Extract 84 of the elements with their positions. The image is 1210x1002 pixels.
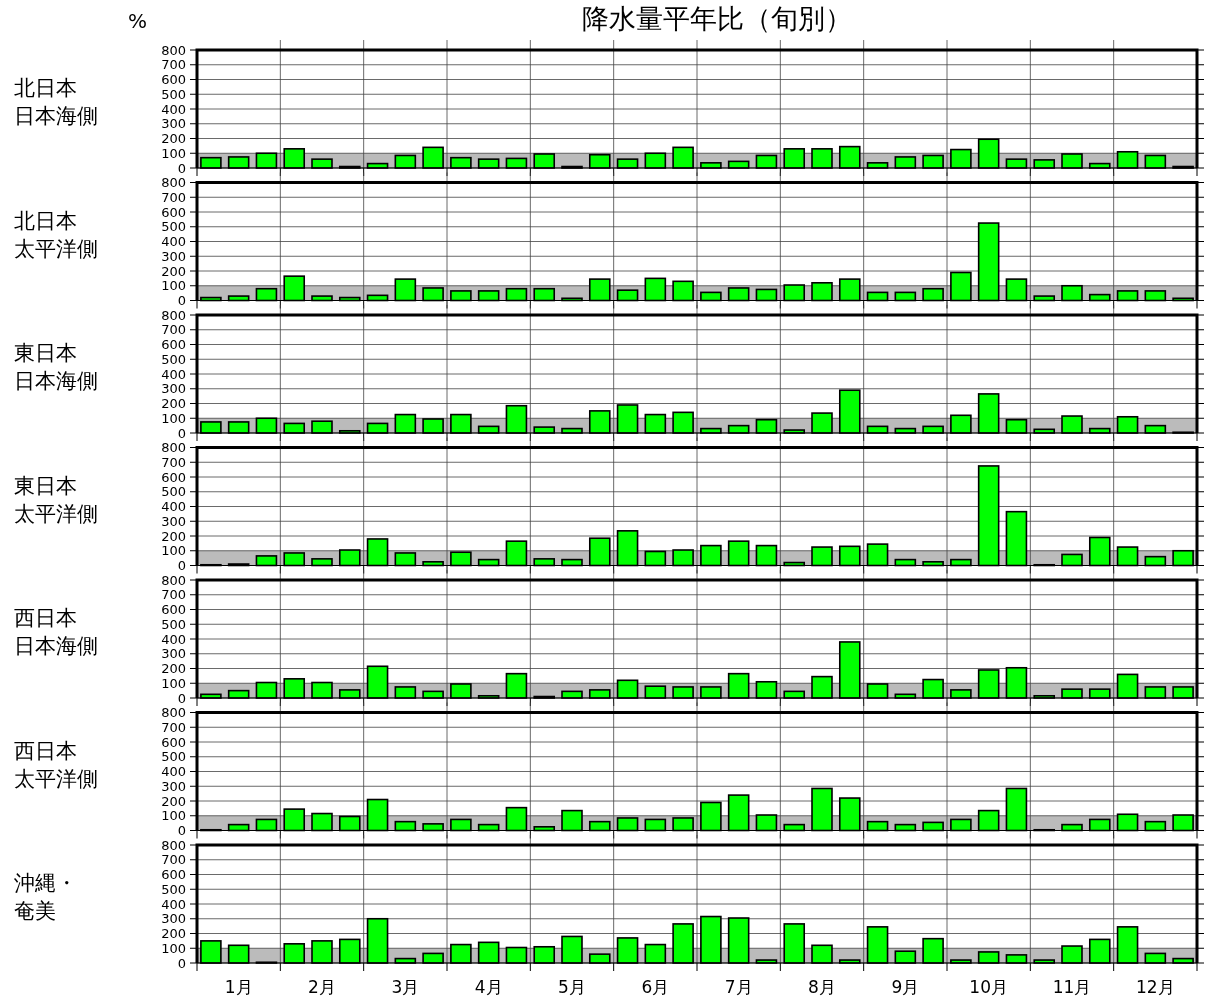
y-tick-label: 300 [161,911,186,927]
y-tick-label: 500 [161,484,186,500]
y-tick-label: 300 [161,778,186,794]
y-tick-label: 400 [161,499,186,514]
y-tick-label: 300 [161,646,186,662]
y-tick-label: 500 [161,881,186,897]
y-tick-label: 800 [161,705,186,720]
y-tick-label: 200 [161,396,186,411]
y-tick-label: 200 [161,528,186,544]
y-axis-title: 東日本太平洋側 [14,472,99,528]
y-axis-title: 沖縄・奄美 [14,870,78,925]
y-tick-label: 800 [161,440,186,455]
y-tick-label: 800 [161,307,186,323]
y-tick-label: 600 [161,72,186,87]
y-tick-label: 200 [161,793,186,809]
x-tick-label: 10月 [969,977,1008,997]
y-tick-label: 100 [161,278,186,294]
y-tick-label: 400 [161,366,186,382]
y-axis-title: 北日本太平洋側 [14,207,99,263]
y-tick-label: 0 [177,425,186,441]
x-tick-label: 12月 [1136,977,1175,997]
y-tick-label: 500 [161,86,186,102]
y-tick-label: 100 [161,675,186,691]
y-tick-label: 400 [161,896,186,912]
y-tick-label: 100 [161,145,186,161]
y-tick-label: 200 [161,263,186,279]
y-tick-label: 200 [161,926,186,941]
x-tick-label: 11月 [1052,977,1092,997]
x-tick-label: 3月 [391,977,420,997]
y-tick-label: 700 [161,57,186,73]
y-tick-label: 700 [161,189,186,205]
text: % [128,9,148,33]
y-tick-label: 0 [177,823,186,838]
y-tick-label: 600 [161,469,186,485]
y-tick-label: 100 [161,543,186,559]
y-axis-title: 西日本日本海側 [14,605,99,660]
chart-title: 降水量平年比（旬別） [582,3,852,34]
y-tick-label: 800 [161,837,186,853]
y-tick-label: 400 [161,101,186,117]
x-tick-label: 6月 [641,977,670,997]
y-tick-label: 100 [161,808,186,824]
y-tick-label: 700 [161,852,186,868]
y-tick-label: 0 [177,690,186,706]
x-tick-label: 8月 [808,977,836,997]
y-tick-label: 300 [161,513,186,529]
y-tick-label: 500 [161,219,186,235]
y-tick-label: 600 [161,204,186,220]
y-tick-label: 800 [161,175,186,190]
x-tick-label: 2月 [308,977,336,997]
y-axis-title: 東日本日本海側 [14,340,99,395]
y-tick-label: 200 [161,131,186,146]
y-tick-label: 500 [161,616,186,632]
y-tick-label: 100 [161,940,186,956]
y-tick-label: 500 [161,351,186,367]
y-tick-label: 700 [161,719,186,735]
x-tick-label: 9月 [891,977,920,997]
y-tick-label: 700 [161,587,186,603]
y-tick-label: 600 [161,337,186,352]
x-tick-label: 4月 [474,977,503,997]
y-tick-label: 700 [161,322,186,338]
y-tick-label: 0 [177,558,186,573]
y-tick-label: 200 [161,661,186,676]
y-tick-label: 0 [177,160,186,176]
x-tick-label: 7月 [724,977,753,997]
y-axis-title: 北日本日本海側 [14,75,99,130]
y-tick-label: 800 [161,572,186,588]
x-tick-label: 1月 [224,977,253,997]
y-tick-label: 600 [161,867,186,882]
y-tick-label: 600 [161,734,186,750]
y-tick-label: 600 [161,602,186,617]
y-tick-label: 0 [177,955,186,971]
y-tick-label: 100 [161,410,186,426]
y-tick-label: 700 [161,454,186,470]
y-tick-label: 300 [161,381,186,397]
x-tick-label: 5月 [558,977,586,997]
y-tick-label: 400 [161,631,186,647]
y-tick-label: 400 [161,764,186,779]
y-tick-label: 400 [161,234,186,249]
y-axis-title: 西日本太平洋側 [14,737,99,793]
y-tick-label: 300 [161,248,186,264]
y-tick-label: 0 [177,293,186,308]
y-tick-label: 300 [161,116,186,132]
y-tick-label: 800 [161,42,186,58]
y-tick-label: 500 [161,749,186,765]
